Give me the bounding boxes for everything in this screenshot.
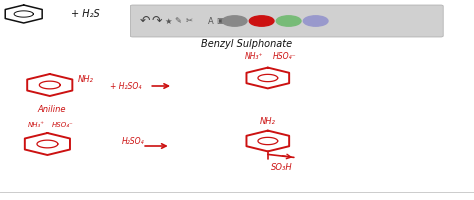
Text: A: A [208, 17, 214, 25]
Text: + H₂SO₄: + H₂SO₄ [110, 82, 141, 90]
Text: Benzyl Sulphonate: Benzyl Sulphonate [201, 39, 292, 49]
Circle shape [222, 16, 247, 26]
Text: ▣: ▣ [217, 17, 224, 25]
Text: ✂: ✂ [186, 17, 193, 25]
Text: H₂SO₄: H₂SO₄ [121, 138, 144, 146]
Text: Aniline: Aniline [38, 104, 66, 114]
Text: HSO₄⁻: HSO₄⁻ [52, 122, 74, 128]
Text: ↶: ↶ [139, 15, 150, 27]
Circle shape [249, 16, 274, 26]
FancyBboxPatch shape [130, 5, 443, 37]
Text: HSO₄⁻: HSO₄⁻ [273, 52, 296, 61]
Text: NH₂: NH₂ [78, 75, 94, 84]
Text: NH₃⁺: NH₃⁺ [245, 52, 263, 61]
Text: SO₃H: SO₃H [271, 163, 293, 172]
Circle shape [276, 16, 301, 26]
Circle shape [303, 16, 328, 26]
Text: + H₂S: + H₂S [71, 9, 100, 19]
Text: ↷: ↷ [151, 15, 162, 27]
Text: ★: ★ [164, 17, 172, 25]
Text: ✎: ✎ [174, 17, 181, 25]
Text: NH₂: NH₂ [260, 117, 276, 126]
Text: NH₃⁺: NH₃⁺ [28, 122, 45, 128]
